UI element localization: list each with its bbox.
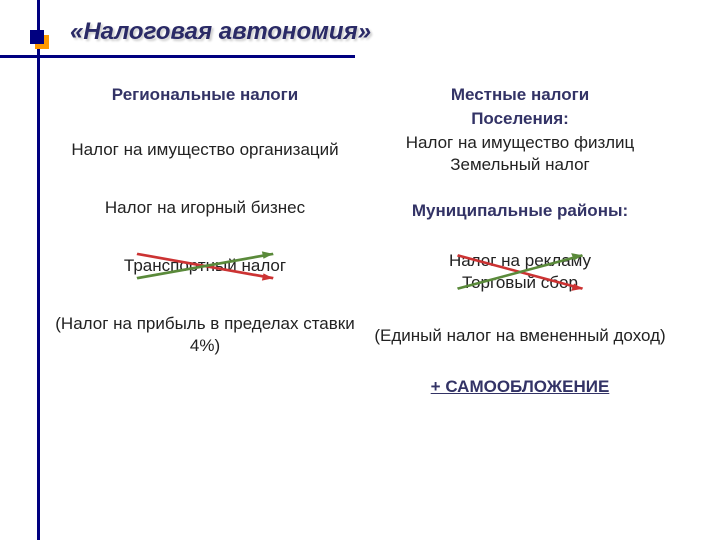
local-item-imputed: (Единый налог на вмененный доход)	[355, 325, 685, 347]
local-item-trade-text: Торговый сбор	[449, 273, 591, 293]
local-item-land: Земельный налог	[355, 155, 685, 175]
left-column: Региональные налоги Налог на имущество о…	[55, 85, 355, 525]
title-bullet-icon	[30, 30, 44, 44]
regional-header: Региональные налоги	[55, 85, 355, 105]
regional-item-gambling: Налог на игорный бизнес	[55, 197, 355, 219]
vertical-rule	[37, 0, 40, 540]
content-area: Региональные налоги Налог на имущество о…	[55, 85, 695, 525]
regional-item-property: Налог на имущество организаций	[55, 139, 355, 161]
regional-item-profit: (Налог на прибыль в пределах ставки 4%)	[55, 313, 355, 357]
self-taxation-footer: + САМООБЛОЖЕНИЕ	[355, 377, 685, 397]
municipal-subheader: Муниципальные районы:	[355, 201, 685, 221]
regional-item-transport-crossed: Транспортный налог	[124, 249, 286, 283]
right-column: Местные налоги Поселения: Налог на имуще…	[355, 85, 685, 525]
local-item-property: Налог на имущество физлиц	[355, 133, 685, 153]
local-item-advert-text: Налог на рекламу	[449, 251, 591, 271]
page-title: «Налоговая автономия»	[70, 18, 371, 46]
horizontal-rule	[0, 55, 355, 58]
local-header: Местные налоги	[355, 85, 685, 105]
regional-item-transport-text: Транспортный налог	[124, 255, 286, 277]
local-items-crossed: Налог на рекламу Торговый сбор	[449, 249, 591, 295]
settlements-subheader: Поселения:	[355, 109, 685, 129]
